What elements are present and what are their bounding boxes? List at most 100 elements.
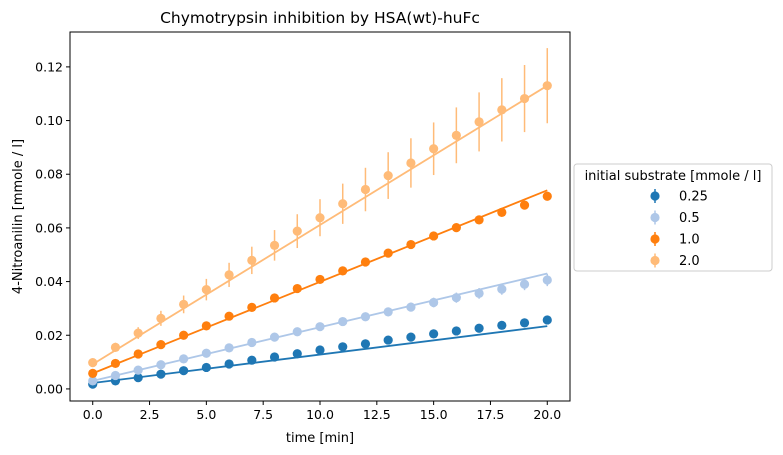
data-point bbox=[179, 299, 189, 309]
x-tick-label: 5.0 bbox=[196, 407, 216, 422]
data-point bbox=[406, 302, 416, 312]
data-point bbox=[292, 226, 302, 236]
x-tick-label: 17.5 bbox=[477, 407, 505, 422]
data-point bbox=[110, 370, 121, 381]
legend-box bbox=[573, 163, 773, 272]
x-tick-label: 7.5 bbox=[253, 407, 273, 422]
data-point bbox=[315, 345, 325, 355]
data-point bbox=[156, 340, 166, 350]
fit-line bbox=[92, 84, 548, 366]
data-point bbox=[179, 330, 189, 340]
x-tick-label: 12.5 bbox=[363, 407, 391, 422]
data-point bbox=[360, 257, 371, 267]
legend-marker bbox=[650, 212, 660, 223]
legend-marker bbox=[650, 234, 660, 244]
x-tick-label: 10.0 bbox=[306, 407, 334, 422]
data-point bbox=[474, 117, 484, 127]
data-point bbox=[156, 369, 166, 379]
data-point bbox=[156, 360, 166, 370]
legend-marker bbox=[650, 191, 660, 201]
data-point bbox=[224, 270, 234, 280]
data-point bbox=[497, 105, 507, 115]
data-point bbox=[429, 329, 439, 339]
y-tick-label: 0.06 bbox=[35, 220, 63, 235]
data-point bbox=[247, 302, 257, 312]
data-point bbox=[315, 274, 325, 285]
data-point bbox=[292, 283, 302, 294]
series-0.5 bbox=[88, 272, 552, 386]
data-point bbox=[474, 215, 484, 225]
data-point bbox=[338, 199, 348, 209]
data-point bbox=[224, 359, 234, 369]
data-point bbox=[383, 307, 393, 317]
data-point bbox=[110, 358, 121, 369]
series-1.0 bbox=[88, 189, 552, 378]
y-tick-label: 0.02 bbox=[35, 328, 63, 343]
legend-entry-label: 0.25 bbox=[679, 190, 708, 205]
y-tick-label: 0.10 bbox=[35, 113, 63, 128]
legend-title: initial substrate [mmole / l] bbox=[585, 169, 762, 184]
y-tick-label: 0.00 bbox=[35, 381, 63, 396]
data-point bbox=[156, 313, 166, 323]
data-point bbox=[429, 297, 439, 308]
data-point bbox=[224, 343, 234, 353]
data-point bbox=[497, 207, 507, 217]
data-point bbox=[406, 239, 416, 250]
data-point bbox=[338, 266, 348, 276]
data-point bbox=[338, 342, 348, 352]
data-point bbox=[519, 200, 530, 210]
chart-title: Chymotrypsin inhibition by HSA(wt)-huFc bbox=[160, 9, 480, 27]
data-point bbox=[360, 339, 371, 349]
data-point bbox=[179, 354, 189, 364]
data-point bbox=[383, 248, 393, 258]
legend-entry-label: 2.0 bbox=[679, 254, 700, 269]
data-point bbox=[133, 373, 143, 383]
data-point bbox=[247, 355, 257, 365]
plot-area bbox=[88, 48, 552, 389]
data-point bbox=[451, 130, 461, 140]
data-point bbox=[383, 170, 393, 181]
data-point bbox=[519, 318, 530, 328]
data-point bbox=[110, 342, 121, 352]
legend-entry-label: 0.5 bbox=[679, 211, 700, 226]
data-point bbox=[88, 368, 98, 378]
data-point bbox=[542, 275, 552, 285]
data-point bbox=[315, 213, 325, 223]
data-point bbox=[88, 358, 98, 368]
data-point bbox=[133, 349, 143, 359]
data-point bbox=[201, 321, 211, 331]
legend: initial substrate [mmole / l] 0.25 0.5 1.0… bbox=[573, 163, 773, 272]
data-point bbox=[519, 279, 530, 289]
data-point bbox=[542, 315, 552, 325]
data-point bbox=[292, 327, 302, 337]
y-tick-label: 0.12 bbox=[35, 59, 63, 74]
data-point bbox=[406, 158, 416, 168]
data-point bbox=[451, 223, 461, 233]
x-axis-label: time [min] bbox=[286, 431, 354, 446]
data-point bbox=[315, 322, 325, 332]
data-point bbox=[429, 144, 439, 154]
data-point bbox=[201, 285, 211, 295]
data-point bbox=[269, 352, 280, 362]
x-tick-label: 2.5 bbox=[140, 407, 160, 422]
data-point bbox=[292, 349, 302, 359]
data-point bbox=[88, 376, 98, 386]
data-point bbox=[429, 231, 439, 241]
data-point bbox=[474, 288, 484, 298]
legend-entry-label: 1.0 bbox=[679, 233, 700, 248]
data-point bbox=[542, 191, 552, 201]
x-tick-label: 0.0 bbox=[83, 407, 103, 422]
data-point bbox=[338, 316, 348, 327]
series-2.0 bbox=[88, 48, 552, 368]
data-point bbox=[224, 311, 234, 321]
data-point bbox=[269, 240, 280, 250]
data-point bbox=[360, 184, 371, 195]
data-point bbox=[133, 328, 143, 338]
x-tick-label: 20.0 bbox=[533, 407, 561, 422]
data-point bbox=[247, 255, 257, 265]
data-point bbox=[497, 320, 507, 330]
data-point bbox=[542, 81, 552, 91]
x-tick-label: 15.0 bbox=[420, 407, 448, 422]
y-axis-label: 4-Nitroanilin [mmole / l] bbox=[11, 139, 26, 294]
